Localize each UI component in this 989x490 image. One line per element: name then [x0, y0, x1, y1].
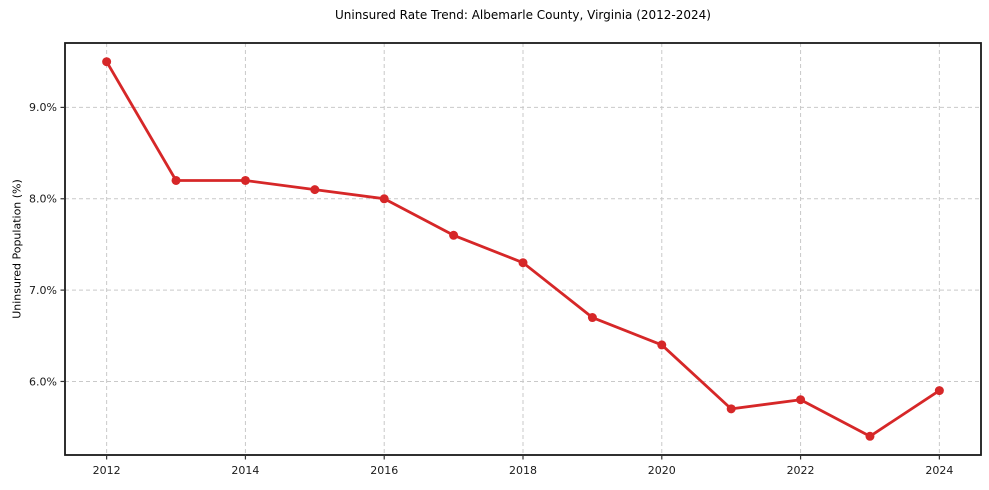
y-tick-label: 9.0%	[29, 101, 57, 114]
data-point-marker	[796, 395, 806, 405]
data-point-marker	[657, 340, 667, 350]
x-tick-label: 2022	[787, 464, 815, 477]
data-point-marker	[102, 57, 112, 67]
chart-title: Uninsured Rate Trend: Albemarle County, …	[335, 8, 711, 22]
data-point-marker	[449, 230, 459, 240]
x-tick-label: 2016	[370, 464, 398, 477]
data-point-marker	[310, 185, 320, 195]
data-point-marker	[518, 258, 528, 268]
x-tick-label: 2014	[231, 464, 259, 477]
x-tick-label: 2024	[925, 464, 953, 477]
x-tick-label: 2012	[93, 464, 121, 477]
x-tick-label: 2020	[648, 464, 676, 477]
data-point-marker	[240, 175, 250, 185]
data-point-marker	[379, 194, 389, 204]
y-tick-label: 8.0%	[29, 193, 57, 206]
y-tick-label: 7.0%	[29, 284, 57, 297]
data-point-marker	[171, 175, 181, 185]
x-tick-label: 2018	[509, 464, 537, 477]
data-point-marker	[587, 313, 597, 323]
y-tick-label: 6.0%	[29, 375, 57, 388]
data-point-marker	[865, 431, 875, 441]
data-point-marker	[934, 386, 944, 396]
data-point-marker	[726, 404, 736, 414]
